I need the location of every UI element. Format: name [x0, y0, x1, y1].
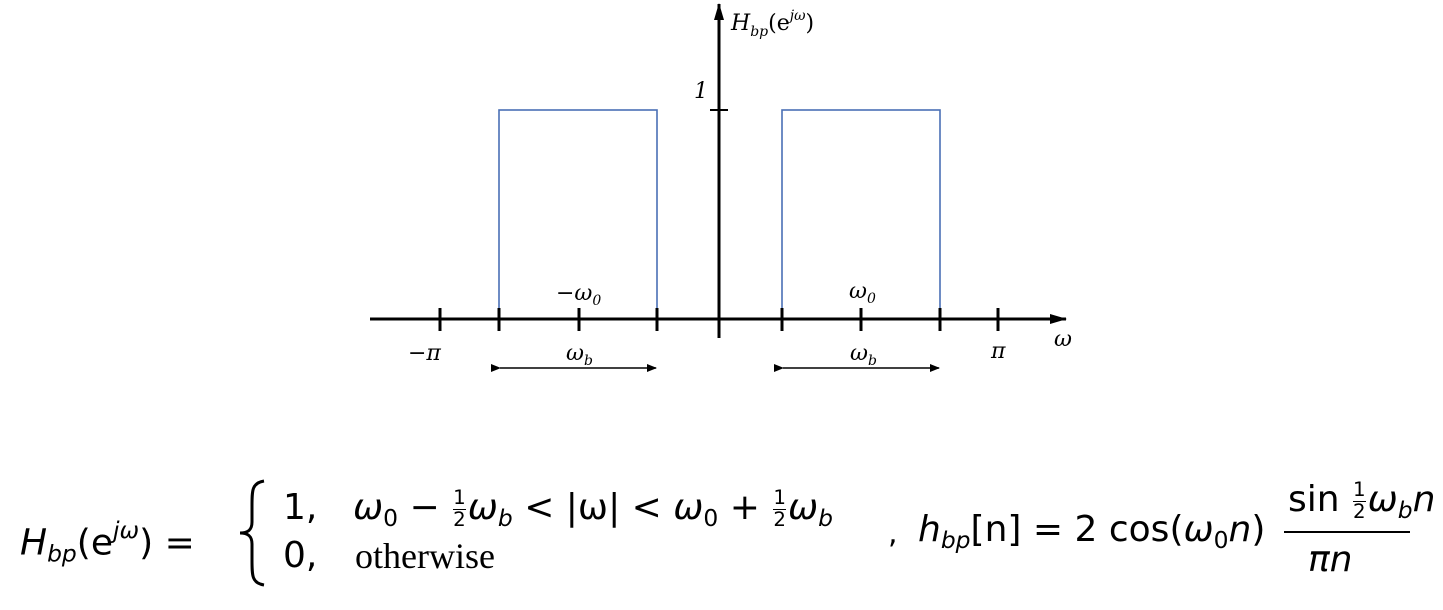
- text: H: [20, 522, 48, 564]
- text: (e: [768, 11, 790, 36]
- text: ): [139, 522, 154, 564]
- text: bp: [47, 539, 77, 568]
- text: 0: [1213, 526, 1229, 555]
- case-condition: otherwise: [355, 536, 495, 576]
- x-tick-label: π: [990, 339, 1006, 364]
- text: 2: [453, 507, 466, 531]
- y-axis-label: Hbp(ejω): [730, 8, 814, 40]
- case-condition: ω0 − 1 2 ωb < |ω| < ω0 + 1 2 ωb: [353, 486, 833, 540]
- fraction-bar: [1284, 531, 1410, 533]
- text: bp: [750, 24, 768, 40]
- text: ω: [787, 487, 819, 528]
- text: b: [818, 504, 833, 533]
- fraction-numerator: sin 1 2 ωbn: [1288, 478, 1435, 532]
- text: 2: [1353, 499, 1366, 523]
- text: 1: [453, 485, 466, 510]
- text: +: [729, 487, 760, 528]
- text: ω: [850, 341, 868, 366]
- text: ω: [467, 487, 498, 528]
- x-axis-label: ω: [1054, 327, 1072, 352]
- case-value: 0,: [283, 535, 318, 576]
- text: =: [164, 522, 195, 564]
- x-tick-label: −π: [408, 341, 441, 366]
- text: jω: [112, 516, 140, 544]
- text: n: [1228, 509, 1252, 550]
- text: 0: [383, 504, 399, 533]
- text: (e: [76, 522, 113, 564]
- frequency-plot: Hbp(ejω) 1 ω −π π −ω0 ω0 ωb ωb: [370, 3, 1072, 372]
- text: b: [1397, 496, 1413, 525]
- text: −ω: [556, 281, 592, 306]
- text: < |ω| <: [524, 487, 662, 528]
- text: h: [918, 509, 941, 550]
- impulse-response: hbp[n] = 2 cos(ω0n): [918, 508, 1265, 562]
- text: 2: [773, 507, 786, 531]
- text: ω: [1183, 509, 1214, 550]
- text: [n]: [970, 509, 1022, 550]
- text: ω: [849, 279, 867, 304]
- text: b: [868, 353, 877, 369]
- text: sin: [1288, 479, 1340, 520]
- bandwidth-label: ωb: [850, 341, 877, 369]
- text: ω: [353, 487, 384, 528]
- text: ): [1251, 509, 1266, 550]
- text: b: [584, 353, 593, 369]
- center-label: −ω0: [556, 281, 601, 309]
- text: b: [497, 504, 513, 533]
- text: −: [409, 487, 440, 528]
- text: n: [1412, 479, 1436, 520]
- bandwidth-label: ωb: [566, 341, 593, 369]
- text: H: [730, 11, 751, 36]
- text: ): [806, 11, 815, 36]
- center-label: ω0: [849, 279, 876, 307]
- text: ω: [1367, 479, 1398, 520]
- text: ω: [673, 487, 704, 528]
- case-value: 1,: [283, 487, 318, 528]
- text: jω: [787, 8, 806, 24]
- brace: [239, 479, 265, 587]
- text: 1: [773, 485, 786, 510]
- text: =: [1032, 509, 1064, 550]
- text: 0: [703, 504, 719, 533]
- fraction-denominator: πn: [1308, 539, 1353, 580]
- y-tick-label: 1: [694, 79, 708, 104]
- text: 1: [1353, 477, 1366, 502]
- text: 0: [592, 293, 601, 309]
- text: 0: [867, 291, 876, 307]
- formula-lhs: Hbp(ejω) =: [20, 508, 195, 575]
- separator: ,: [888, 516, 898, 551]
- x-ticks: [438, 308, 1000, 331]
- text: 2 cos(: [1074, 509, 1184, 550]
- text: bp: [940, 526, 971, 555]
- text: ω: [566, 341, 584, 366]
